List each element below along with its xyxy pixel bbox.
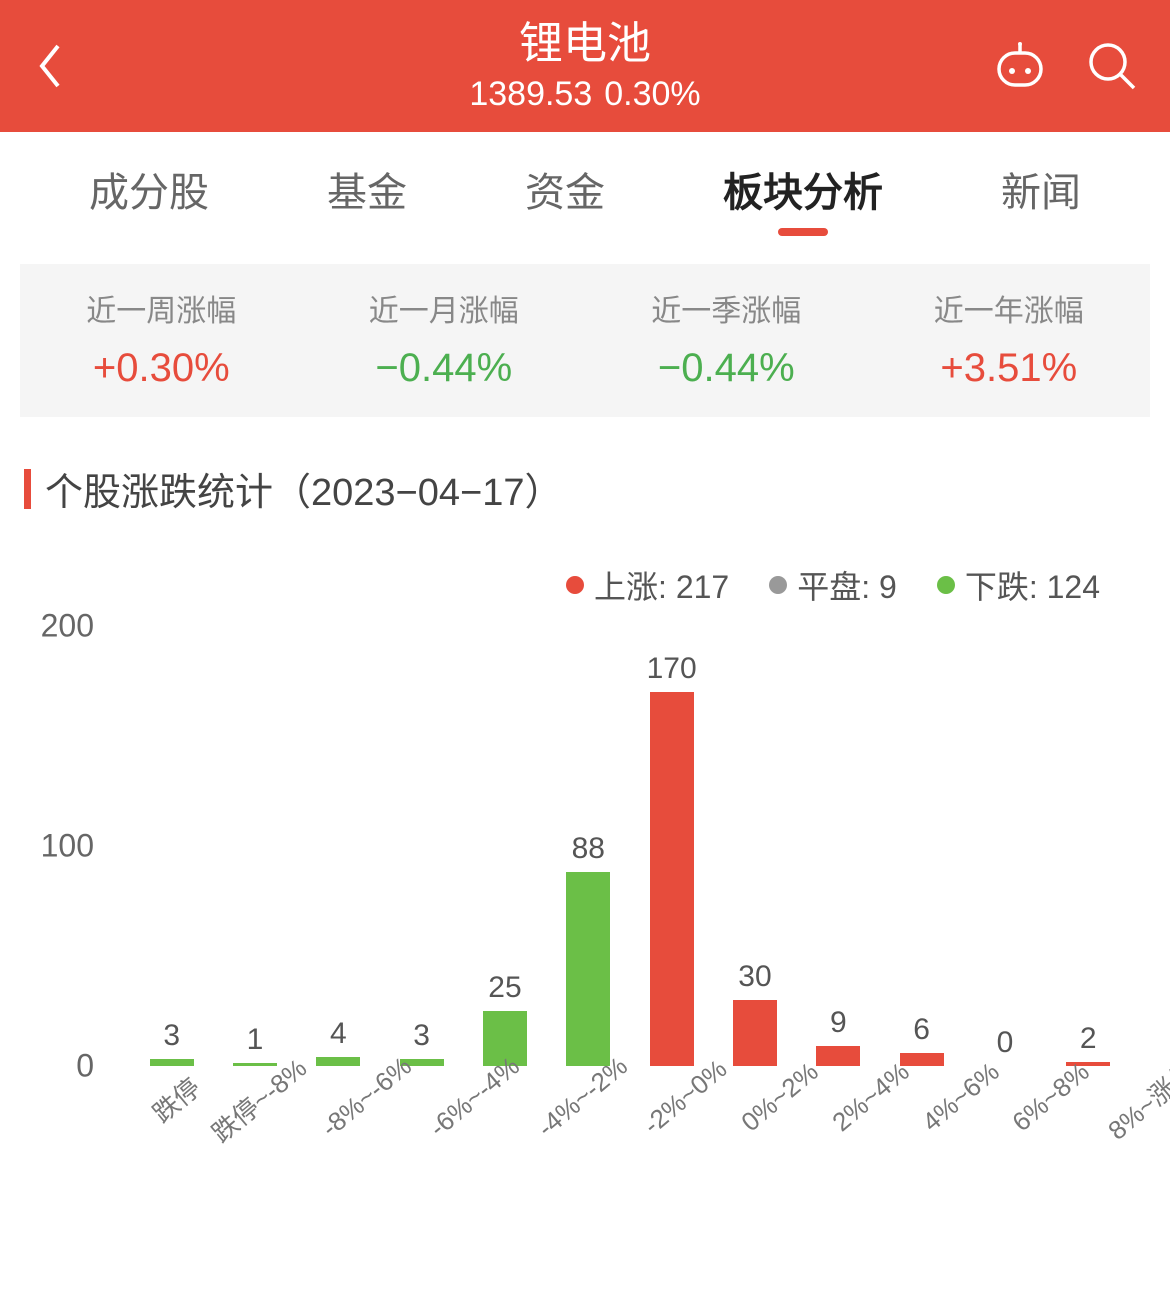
x-axis-labels: 跌停跌停~-8%-8%~-6%-6%~-4%-4%~-2%-2%~0%0%~2%… [130, 1076, 1130, 1125]
bar-col-0: 3 [130, 626, 213, 1066]
bar-value-label: 3 [163, 1019, 180, 1053]
tab-4[interactable]: 新闻 [1001, 160, 1081, 232]
header-actions [992, 38, 1140, 94]
tab-3[interactable]: 板块分析 [723, 160, 883, 232]
legend-item-2: 下跌: 124 [937, 562, 1100, 608]
bar-value-label: 9 [830, 1006, 847, 1040]
period-stats-row: 近一周涨幅+0.30%近一月涨幅−0.44%近一季涨幅−0.44%近一年涨幅+3… [20, 264, 1150, 417]
legend-dot-icon [937, 576, 955, 594]
chart-legend: 上涨: 217 平盘: 9 下跌: 124 [0, 562, 1100, 608]
bar-col-1: 1 [213, 626, 296, 1066]
stat-cell-2: 近一季涨幅 −0.44% [585, 286, 868, 391]
bar-value-label: 170 [647, 652, 697, 686]
bar-col-8: 9 [797, 626, 880, 1066]
search-button[interactable] [1084, 38, 1140, 94]
tab-0[interactable]: 成分股 [89, 160, 209, 232]
robot-icon [993, 41, 1047, 91]
stat-cell-0: 近一周涨幅 +0.30% [20, 286, 303, 391]
bar-value-label: 30 [738, 960, 771, 994]
bar-rect [316, 1057, 360, 1066]
y-axis: 0100200 [30, 626, 110, 1066]
robot-button[interactable] [992, 38, 1048, 94]
tab-1[interactable]: 基金 [327, 160, 407, 232]
tab-2[interactable]: 资金 [525, 160, 605, 232]
bar-col-4: 25 [463, 626, 546, 1066]
bar-rect [566, 872, 610, 1066]
bar-value-label: 3 [413, 1019, 430, 1053]
bar-col-5: 88 [547, 626, 630, 1066]
bar-value-label: 1 [247, 1023, 264, 1057]
section-accent-bar [24, 469, 31, 509]
section-title-text: 个股涨跌统计 [45, 461, 273, 516]
legend-item-0: 上涨: 217 [566, 562, 729, 608]
bar-value-label: 6 [913, 1013, 930, 1047]
stat-value: −0.44% [303, 346, 586, 391]
bar-col-6: 170 [630, 626, 713, 1066]
header-price: 1389.53 [469, 75, 592, 113]
search-icon [1086, 40, 1138, 92]
bar-value-label: 2 [1080, 1022, 1097, 1056]
legend-item-1: 平盘: 9 [769, 562, 897, 608]
stat-label: 近一月涨幅 [303, 286, 586, 330]
stat-cell-3: 近一年涨幅 +3.51% [868, 286, 1151, 391]
page-title: 锂电池 [463, 18, 706, 71]
stat-cell-1: 近一月涨幅 −0.44% [303, 286, 586, 391]
bar-value-label: 4 [330, 1017, 347, 1051]
header-change: 0.30% [604, 75, 700, 113]
legend-dot-icon [769, 576, 787, 594]
y-tick: 200 [41, 608, 94, 645]
app-header: 锂电池 1389.53 0.30% [0, 0, 1170, 132]
bar-col-11: 2 [1047, 626, 1130, 1066]
bar-value-label: 88 [572, 832, 605, 866]
bar-col-9: 6 [880, 626, 963, 1066]
chart-plot: 3 1 4 3 25 88 170 30 9 6 0 2 [130, 626, 1130, 1066]
distribution-chart: 0100200 3 1 4 3 25 88 170 30 9 6 0 2 跌停跌停~-8%-8%~-6… [30, 626, 1140, 1186]
stat-label: 近一年涨幅 [868, 286, 1151, 330]
bar-col-2: 4 [297, 626, 380, 1066]
bar-value-label: 25 [488, 971, 521, 1005]
tab-bar: 成分股 基金 资金 板块分析 新闻 [0, 132, 1170, 250]
legend-dot-icon [566, 576, 584, 594]
stat-value: +3.51% [868, 346, 1151, 391]
legend-text: 平盘: 9 [797, 562, 897, 608]
bar-col-3: 3 [380, 626, 463, 1066]
header-sub: 1389.53 0.30% [463, 75, 706, 114]
stat-label: 近一季涨幅 [585, 286, 868, 330]
bar-col-10: 0 [963, 626, 1046, 1066]
bar-rect [900, 1053, 944, 1066]
stat-value: −0.44% [585, 346, 868, 391]
x-label-0: 跌停 [136, 1059, 207, 1130]
y-tick: 100 [41, 828, 94, 865]
y-tick: 0 [76, 1048, 94, 1085]
bar-col-7: 30 [713, 626, 796, 1066]
back-button[interactable] [30, 36, 70, 96]
stat-label: 近一周涨幅 [20, 286, 303, 330]
bar-rect [733, 1000, 777, 1066]
chevron-left-icon [34, 40, 66, 92]
stat-value: +0.30% [20, 346, 303, 391]
legend-text: 下跌: 124 [965, 562, 1100, 608]
section-title-date: （2023−04−17） [273, 461, 562, 516]
bar-rect [650, 692, 694, 1066]
section-title: 个股涨跌统计 （2023−04−17） [24, 461, 1146, 516]
bar-value-label: 0 [997, 1026, 1014, 1060]
legend-text: 上涨: 217 [594, 562, 729, 608]
bar-rect [816, 1046, 860, 1066]
header-title-block: 锂电池 1389.53 0.30% [463, 18, 706, 114]
